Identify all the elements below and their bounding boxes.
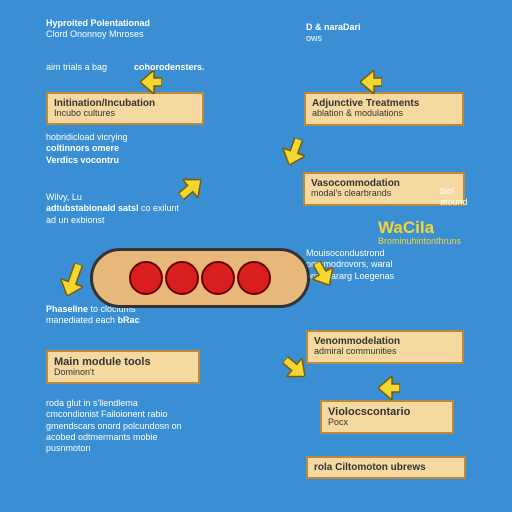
diagram-canvas: Initination/IncubationIncubo cultures Adj…	[0, 0, 512, 512]
box-subtitle: Dominon't	[54, 368, 192, 378]
callout-word: WaCila	[378, 218, 434, 238]
box-subtitle: Pocx	[328, 418, 446, 428]
info-box-b6: ViolocscontarioPocx	[320, 400, 454, 434]
arrow-icon	[360, 70, 382, 94]
box-subtitle: admiral communities	[314, 347, 456, 357]
arrow-icon	[140, 70, 162, 94]
blood-cell-icon	[201, 261, 235, 295]
info-box-b7: rola Ciltomoton ubrews	[306, 456, 466, 479]
vessel-graphic	[90, 248, 310, 308]
note-n1: Hyproited PolentationadClord Ononnoy Mnr…	[46, 18, 206, 41]
info-box-b1: Initination/IncubationIncubo cultures	[46, 92, 204, 125]
info-box-b4: Main module toolsDominon't	[46, 350, 200, 384]
blood-cell-icon	[237, 261, 271, 295]
blood-cell-icon	[165, 261, 199, 295]
info-box-b5: Venommodelationadmiral communities	[306, 330, 464, 364]
note-n8: roda glut in s'llendlemacmcondionist Fai…	[46, 398, 211, 454]
note-n2: D & naraDariows	[306, 22, 456, 45]
box-title: rola Ciltomoton ubrews	[314, 462, 458, 473]
note-n5: hobridicload vicryingcoltinnors omereVer…	[46, 132, 206, 166]
box-subtitle: Incubo cultures	[54, 109, 196, 119]
info-box-b2: Adjunctive Treatmentsablation & modulati…	[304, 92, 464, 126]
blood-cell-icon	[129, 261, 163, 295]
arrow-icon	[378, 376, 400, 400]
note-n3: aim trials a bag	[46, 62, 126, 73]
callout-word-sub: Brominuhintonthruns	[378, 236, 461, 246]
box-subtitle: ablation & modulations	[312, 109, 456, 119]
box-subtitle: modal's clearbrands	[311, 189, 457, 199]
note-n10: biolatound	[440, 186, 500, 209]
